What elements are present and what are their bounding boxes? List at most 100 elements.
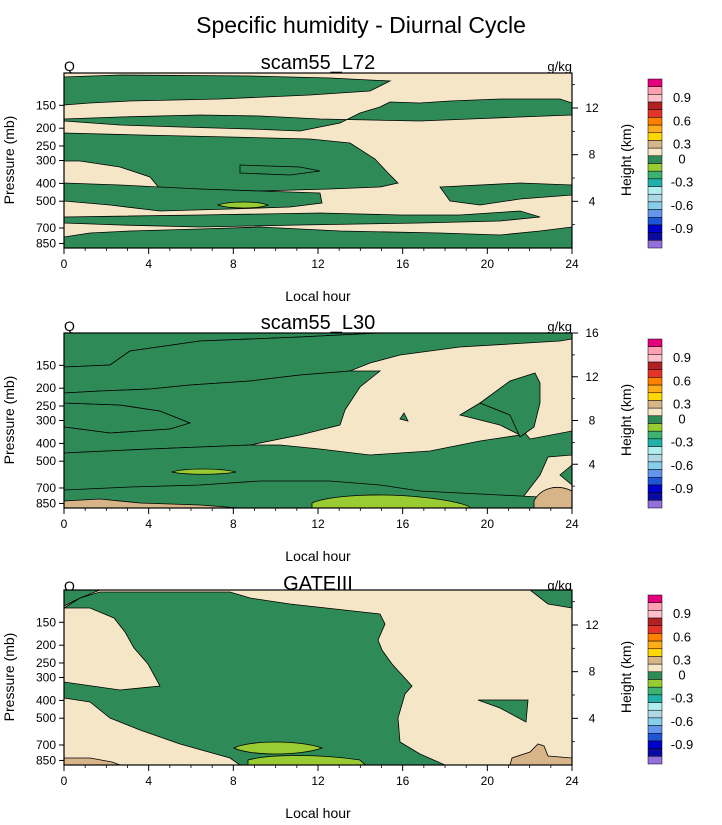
y-tick-label: 850 [36, 236, 56, 250]
colorbar-swatch [647, 354, 663, 363]
contour-region [64, 590, 101, 607]
panel-title: scam55_L72 [261, 55, 376, 74]
variable-label: Q [64, 318, 75, 334]
colorbar-label: -0.9 [671, 737, 693, 752]
contour-region [239, 164, 321, 176]
contour-region [64, 498, 241, 508]
contour-region [247, 755, 367, 765]
y-axis-label: Pressure (mb) [1, 376, 17, 465]
colorbar-swatch [647, 217, 663, 226]
colorbar-swatch [647, 369, 663, 378]
colorbar-swatch [647, 640, 663, 650]
y-tick-label: 700 [36, 738, 56, 752]
chart-panel-scam55-l30: Q scam55_L30 g/kg [1, 315, 634, 564]
units-label: g/kg [547, 59, 572, 74]
colorbar-swatch [647, 477, 663, 486]
colorbar-swatch [647, 648, 663, 657]
colorbar: 0.9 0.6 0.30 -0.3 -0.6 -0.9 [647, 78, 693, 249]
colorbar-swatch [647, 101, 663, 110]
colorbar-label: -0.3 [671, 435, 693, 450]
colorbar-swatch [647, 686, 663, 696]
x-axis-label: Local hour [285, 805, 351, 821]
contour-region [64, 370, 382, 454]
x-tick-label: 0 [61, 517, 68, 531]
y-tick-label: 300 [36, 671, 56, 685]
x-axis: 0 4 8 12 16 20 24 [61, 765, 579, 788]
y2-tick-label: 12 [585, 370, 599, 384]
contour-region [479, 372, 541, 438]
y-tick-label: 200 [36, 121, 56, 135]
colorbar-swatch [647, 186, 663, 195]
colorbar-swatch [647, 201, 663, 210]
colorbar-swatch [647, 415, 663, 424]
colorbar-swatch [647, 709, 663, 719]
colorbar-swatch [647, 602, 663, 611]
colorbar-swatch [647, 469, 663, 478]
y2-tick-label: 4 [589, 457, 596, 471]
contour-region [170, 468, 237, 475]
contour-region [64, 210, 541, 228]
y2-tick-label: 4 [589, 194, 596, 208]
units-label: g/kg [547, 578, 572, 593]
variable-label: Q [64, 578, 75, 594]
colorbar-label: 0.6 [673, 113, 691, 128]
colorbar-swatch [647, 671, 663, 680]
x-tick-label: 8 [230, 517, 237, 531]
colorbar-swatch [647, 178, 663, 187]
x-axis: 0 4 8 12 16 20 24 [61, 248, 579, 271]
y2-axis-label: Height (km) [618, 641, 634, 713]
y2-tick-label: 12 [585, 101, 599, 115]
colorbar-label: 0 [678, 668, 685, 683]
y2-axis-label: Height (km) [618, 384, 634, 456]
contour-region [477, 699, 529, 723]
x-axis-label: Local hour [285, 548, 351, 564]
contour-region [439, 182, 572, 206]
colorbar-label: 0.9 [673, 350, 691, 365]
y-tick-label: 700 [36, 221, 56, 235]
y-tick-label: 400 [36, 693, 56, 707]
colorbar-label: 0 [678, 152, 685, 167]
colorbar-swatch [647, 346, 663, 355]
y-tick-label: 250 [36, 139, 56, 153]
colorbar-swatch [647, 377, 663, 386]
colorbar-swatch [647, 361, 663, 370]
colorbar-label: -0.6 [671, 458, 693, 473]
colorbar-swatch [647, 224, 663, 233]
contour-region [64, 591, 446, 765]
y-axis-label: Pressure (mb) [1, 633, 17, 722]
heatmap-field [64, 73, 572, 248]
x-tick-label: 16 [396, 517, 410, 531]
contour-region [233, 741, 324, 755]
colorbar-swatch [647, 446, 663, 455]
colorbar-label: -0.9 [671, 481, 693, 496]
x-tick-label: 4 [145, 774, 152, 788]
x-tick-label: 12 [311, 774, 325, 788]
x-tick-label: 24 [565, 774, 579, 788]
colorbar-swatch [647, 147, 663, 157]
colorbar-swatch [647, 625, 663, 634]
colorbar-label: -0.3 [671, 691, 693, 706]
colorbar-swatch [647, 155, 663, 164]
y-tick-label: 400 [36, 176, 56, 190]
y2-tick-label: 8 [589, 148, 596, 162]
colorbar-swatch [647, 679, 663, 688]
x-tick-label: 12 [311, 517, 325, 531]
heatmap-field [64, 590, 572, 765]
y2-axis: 4 8 12 [572, 84, 599, 226]
colorbar-label: 0.9 [673, 606, 691, 621]
x-tick-label: 4 [145, 257, 152, 271]
colorbar-swatch [647, 633, 663, 642]
colorbar: 0.9 0.6 0.30 -0.3 -0.6 -0.9 [647, 594, 693, 765]
colorbar-swatch [647, 86, 663, 95]
y-tick-label: 200 [36, 381, 56, 395]
colorbar-label: 0.6 [673, 373, 691, 388]
y-tick-label: 300 [36, 154, 56, 168]
colorbar-swatch [647, 492, 663, 501]
y-tick-label: 500 [36, 711, 56, 725]
colorbar-swatch [647, 170, 663, 180]
colorbar-swatch [647, 392, 663, 401]
colorbar-swatch [647, 209, 663, 218]
colorbar-label: -0.6 [671, 714, 693, 729]
y2-axis: 4 8 12 [572, 601, 599, 743]
